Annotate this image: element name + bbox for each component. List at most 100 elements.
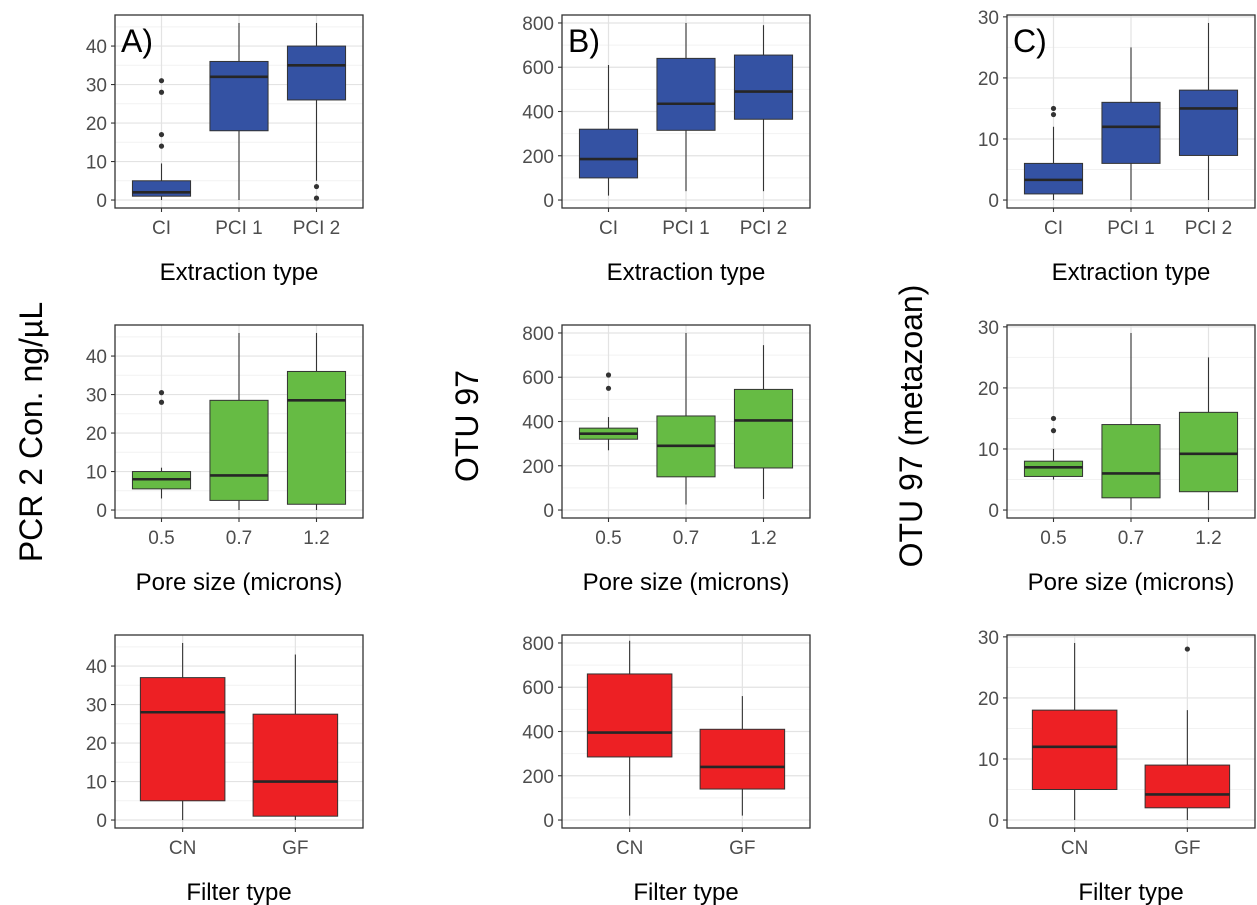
x-axis-title: Extraction type <box>160 259 319 286</box>
box <box>586 673 673 758</box>
y-tick-label: 800 <box>522 14 554 35</box>
outlier-point <box>158 390 165 396</box>
y-tick-label: 800 <box>522 634 554 655</box>
y-tick-label: 600 <box>522 678 554 699</box>
outlier-point <box>1050 111 1057 118</box>
x-tick-label: PCI 1 <box>1107 218 1155 239</box>
outlier-point <box>313 183 320 190</box>
y-tick-label: 40 <box>86 657 107 678</box>
outlier-point <box>158 399 165 405</box>
y-tick-label: 200 <box>522 147 554 168</box>
chart-panel: 0 10 20 30 40 0.5 0.7 1.2 Pore size (microns) <box>86 324 364 596</box>
box <box>286 370 347 505</box>
x-tick-label: 0.7 <box>673 528 699 549</box>
panel-border <box>114 634 364 829</box>
outlier-point <box>158 89 165 95</box>
y-tick-label: 10 <box>86 773 107 794</box>
x-tick-label: CI <box>1044 218 1063 239</box>
x-tick-label: 1.2 <box>303 528 329 549</box>
chart-panel: 0 10 20 30 40 CN GF Filter type <box>86 634 364 905</box>
outlier-point <box>1050 415 1057 422</box>
y-tick-label: 30 <box>978 318 999 339</box>
box <box>1023 460 1084 477</box>
x-axis-title: Filter type <box>1078 879 1183 905</box>
y-tick-label: 10 <box>86 463 107 484</box>
chart-panel: 0 200 400 600 800 CN GF Filter type <box>522 634 811 905</box>
box <box>699 728 786 790</box>
y-tick-label: 0 <box>988 191 999 212</box>
x-tick-label: GF <box>729 838 755 859</box>
y-title-right: OTU 97 (metazoan) <box>893 285 929 568</box>
x-tick-label: CN <box>169 838 196 859</box>
chart-panel: 0 10 20 30 0.5 0.7 1.2 Pore size (microns) <box>978 318 1256 596</box>
x-tick-label: CI <box>152 218 171 239</box>
chart-panel: 0 200 400 600 800 0.5 0.7 1.2 Pore size (microns… <box>522 324 811 596</box>
y-tick-label: 20 <box>86 424 107 445</box>
x-tick-label: GF <box>282 838 308 859</box>
x-tick-label: GF <box>1174 838 1200 859</box>
y-tick-label: 30 <box>86 696 107 717</box>
panel-tag: B) <box>568 23 600 59</box>
outlier-point <box>1050 105 1057 112</box>
chart-panel: 0 10 20 30 40 CI PCI 1 PCI 2 Extraction type A) <box>86 14 364 286</box>
outlier-point <box>158 143 165 149</box>
outlier-point <box>158 78 165 84</box>
box <box>733 388 794 469</box>
outlier-point <box>1184 646 1190 652</box>
x-tick-label: 0.7 <box>1118 528 1144 549</box>
x-tick-label: PCI 2 <box>740 218 788 239</box>
x-tick-label: CN <box>616 838 643 859</box>
y-tick-label: 0 <box>543 191 554 212</box>
box <box>578 128 639 179</box>
x-tick-label: 0.5 <box>148 528 174 549</box>
y-tick-label: 0 <box>543 811 554 832</box>
box <box>139 677 226 802</box>
y-tick-label: 20 <box>86 734 107 755</box>
y-title-left: PCR 2 Con. ng/µL <box>13 302 49 562</box>
x-axis-title: Extraction type <box>607 259 766 286</box>
box <box>209 60 269 132</box>
outlier-point <box>605 372 612 378</box>
y-tick-label: 10 <box>978 750 999 771</box>
y-tick-label: 40 <box>86 37 107 58</box>
y-tick-label: 600 <box>522 58 554 79</box>
y-tick-label: 200 <box>522 767 554 788</box>
panels: 0 10 20 30 40 CI PCI 1 PCI 2 Extraction type A) 0 2… <box>86 8 1256 905</box>
y-tick-label: 400 <box>522 413 554 434</box>
y-tick-label: 400 <box>522 723 554 744</box>
x-tick-label: 1.2 <box>750 528 776 549</box>
y-tick-label: 30 <box>978 8 999 29</box>
y-tick-label: 20 <box>978 689 999 710</box>
x-tick-label: CI <box>599 218 618 239</box>
y-tick-label: 40 <box>86 347 107 368</box>
x-axis-title: Pore size (microns) <box>1028 569 1235 596</box>
y-tick-label: 10 <box>86 153 107 174</box>
box <box>1178 89 1239 156</box>
y-tick-label: 10 <box>978 440 999 461</box>
x-axis-title: Filter type <box>186 879 291 905</box>
y-tick-label: 0 <box>543 501 554 522</box>
box <box>131 180 192 197</box>
box <box>1101 424 1161 499</box>
x-axis-title: Filter type <box>633 879 738 905</box>
y-tick-label: 10 <box>978 130 999 151</box>
y-tick-label: 400 <box>522 103 554 124</box>
y-tick-label: 20 <box>978 379 999 400</box>
x-tick-label: 0.5 <box>1040 528 1066 549</box>
box <box>252 713 339 817</box>
x-tick-label: PCI 1 <box>662 218 710 239</box>
y-tick-label: 0 <box>96 191 107 212</box>
y-tick-label: 20 <box>86 114 107 135</box>
box <box>286 45 347 101</box>
y-tick-label: 0 <box>96 811 107 832</box>
y-tick-label: 30 <box>86 386 107 407</box>
x-axis-title: Pore size (microns) <box>136 569 343 596</box>
x-tick-label: PCI 2 <box>293 218 341 239</box>
box <box>733 54 794 120</box>
y-tick-label: 30 <box>86 76 107 97</box>
box <box>1178 411 1239 493</box>
y-tick-label: 20 <box>978 69 999 90</box>
x-tick-label: CN <box>1061 838 1088 859</box>
y-tick-label: 0 <box>988 501 999 522</box>
